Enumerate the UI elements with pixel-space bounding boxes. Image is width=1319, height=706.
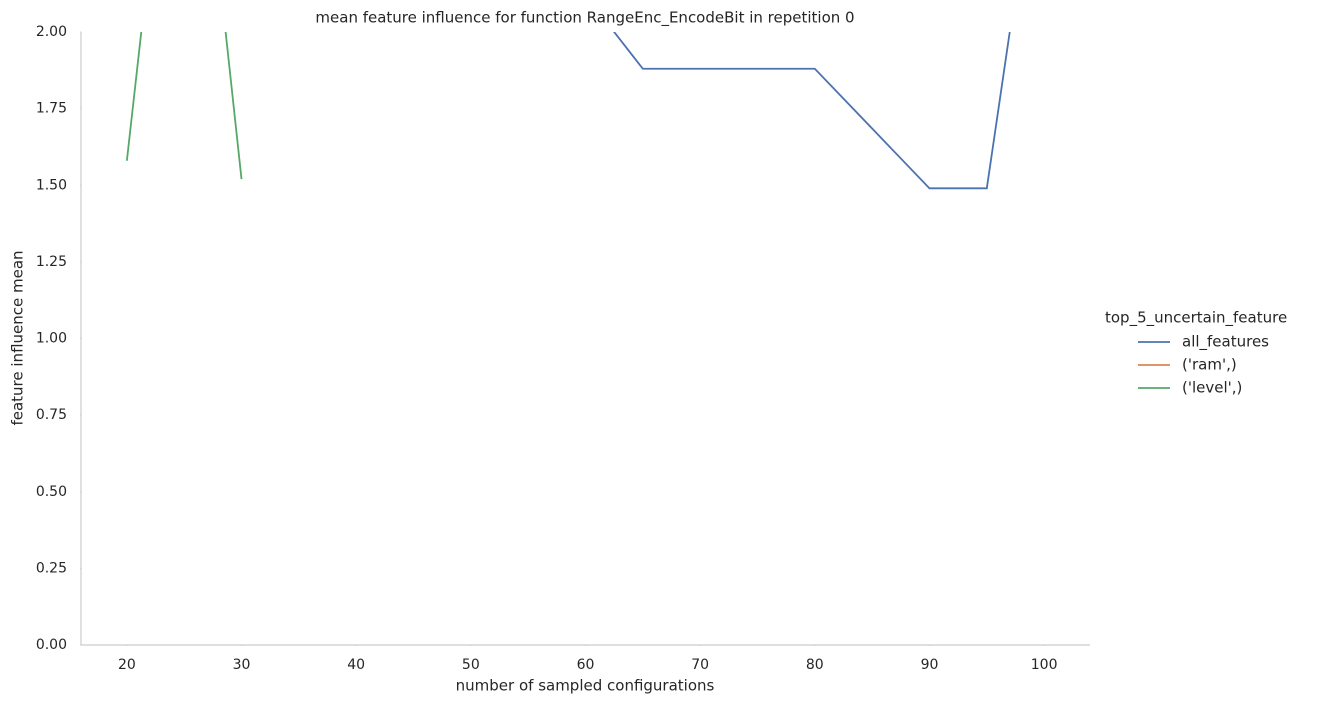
legend-title: top_5_uncertain_feature [1105, 309, 1287, 328]
y-tick-label: 0.50 [36, 484, 67, 500]
legend-label: ('level',) [1182, 379, 1242, 397]
y-tick-label: 1.75 [36, 101, 67, 117]
x-tick-label: 80 [806, 657, 824, 673]
legend-label: ('ram',) [1182, 356, 1237, 374]
x-tick-label: 30 [233, 657, 251, 673]
y-tick-label: 0.25 [36, 560, 67, 576]
y-tick-label: 0.00 [36, 637, 67, 653]
x-tick-label: 20 [118, 657, 136, 673]
x-tick-label: 40 [347, 657, 365, 673]
x-tick-label: 50 [462, 657, 480, 673]
x-tick-label: 100 [1031, 657, 1058, 673]
series-line [125, 32, 243, 180]
y-tick-label: 2.00 [36, 24, 67, 40]
x-tick-label: 90 [921, 657, 939, 673]
y-axis-label: feature influence mean [9, 250, 27, 425]
x-tick-label: 60 [577, 657, 595, 673]
y-tick-label: 0.75 [36, 407, 67, 423]
series-line [613, 32, 1011, 190]
y-tick-label: 1.00 [36, 331, 67, 347]
chart-title: mean feature influence for function Rang… [315, 9, 854, 28]
x-axis-label: number of sampled configurations [456, 677, 715, 695]
legend-label: all_features [1182, 333, 1269, 352]
y-tick-label: 1.50 [36, 177, 67, 193]
x-tick-label: 70 [691, 657, 709, 673]
y-tick-label: 1.25 [36, 254, 67, 270]
